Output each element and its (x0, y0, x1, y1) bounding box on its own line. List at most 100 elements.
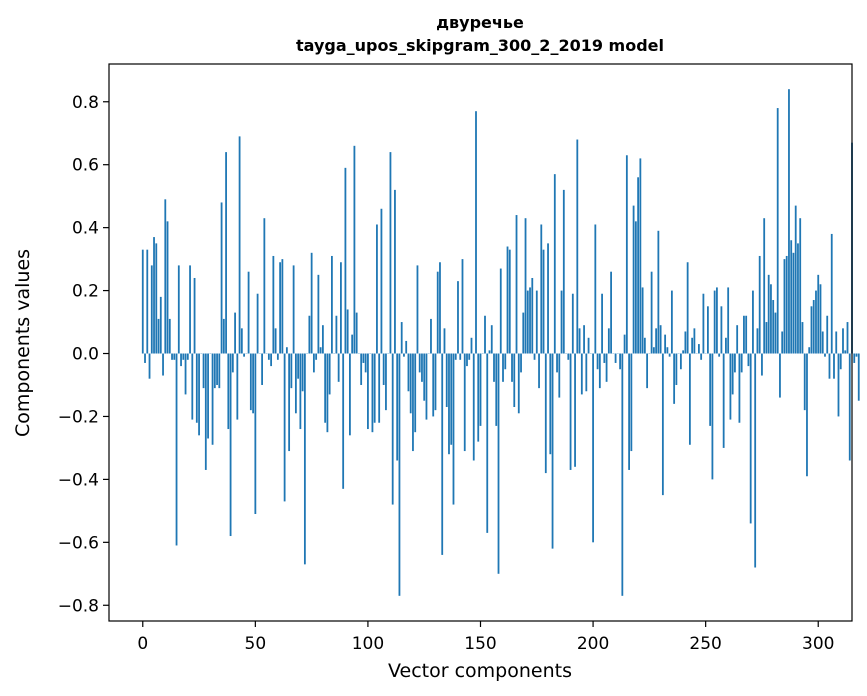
bar (716, 287, 718, 354)
bar (646, 353, 649, 389)
bar (533, 353, 536, 360)
bar (308, 315, 311, 354)
bar (182, 353, 185, 360)
bar (459, 353, 462, 360)
bar (761, 353, 763, 376)
bar (270, 353, 273, 367)
bar (688, 353, 691, 445)
bar (155, 243, 158, 354)
bar (517, 353, 520, 414)
bar (171, 353, 173, 360)
bar (628, 353, 630, 470)
bar (637, 177, 640, 354)
bar (216, 353, 218, 385)
bar (799, 218, 802, 354)
bar (207, 353, 209, 439)
bar (360, 353, 363, 385)
bar (513, 353, 516, 408)
bar (285, 347, 288, 354)
bar (463, 353, 466, 452)
bar (290, 353, 293, 389)
bar (740, 353, 743, 373)
x-tick-label: 300 (802, 634, 834, 654)
bar (436, 271, 439, 354)
bar (756, 328, 759, 354)
bar (502, 353, 504, 382)
bar (682, 350, 685, 354)
bar (553, 174, 556, 354)
bar (238, 136, 241, 354)
bar (337, 353, 340, 382)
bar (673, 353, 676, 404)
bar (693, 328, 696, 354)
bar (222, 318, 225, 354)
bar (497, 353, 500, 574)
bar (583, 325, 585, 354)
bar (367, 353, 369, 430)
bar (574, 353, 576, 467)
bar (175, 353, 178, 546)
bar (650, 271, 653, 354)
bar (700, 353, 703, 360)
bar (351, 334, 354, 354)
x-tick-label: 50 (245, 634, 267, 654)
bar (355, 312, 358, 354)
bar (340, 262, 342, 354)
bar (274, 328, 277, 354)
bar (506, 246, 509, 354)
bar (698, 344, 700, 354)
bar (797, 243, 799, 354)
bar (373, 353, 376, 423)
x-tick-label: 100 (352, 634, 384, 654)
bar (418, 353, 421, 373)
bar (826, 315, 829, 354)
plot-frame (108, 63, 853, 622)
bar (578, 328, 581, 354)
bar (725, 337, 727, 354)
bar (535, 290, 538, 354)
bar (400, 322, 403, 354)
bar (655, 328, 658, 354)
bar (691, 337, 694, 354)
bar (758, 255, 761, 354)
bar (218, 353, 221, 389)
bar (765, 322, 768, 354)
bar (571, 293, 574, 354)
bar (713, 290, 716, 354)
bar (767, 274, 770, 354)
chart-title: двуречье (436, 13, 524, 32)
y-axis-label: Components values (12, 249, 34, 437)
bar (288, 353, 291, 452)
bar (833, 353, 835, 379)
bar (772, 300, 775, 354)
bar (821, 331, 824, 354)
bar (607, 328, 610, 354)
bar (220, 202, 223, 354)
y-tick-label: −0.2 (58, 407, 99, 427)
bar (283, 353, 286, 502)
bar (470, 337, 473, 354)
bar (317, 274, 320, 354)
bar (567, 353, 570, 360)
bar (830, 233, 833, 354)
bar (236, 353, 239, 420)
bar (752, 290, 754, 354)
bar (443, 328, 446, 354)
bar (625, 155, 628, 354)
bar (421, 353, 423, 382)
bar (353, 145, 356, 354)
bar (614, 353, 617, 363)
bar (432, 353, 435, 417)
bar (812, 300, 815, 354)
bar (231, 353, 234, 373)
bar (423, 353, 426, 401)
bar (321, 325, 324, 354)
bar (702, 293, 705, 354)
bar (180, 353, 182, 367)
bar (378, 353, 381, 423)
bar (310, 252, 313, 354)
bar (785, 255, 788, 354)
bar (511, 353, 513, 382)
bar (594, 224, 597, 354)
bar (252, 353, 254, 414)
